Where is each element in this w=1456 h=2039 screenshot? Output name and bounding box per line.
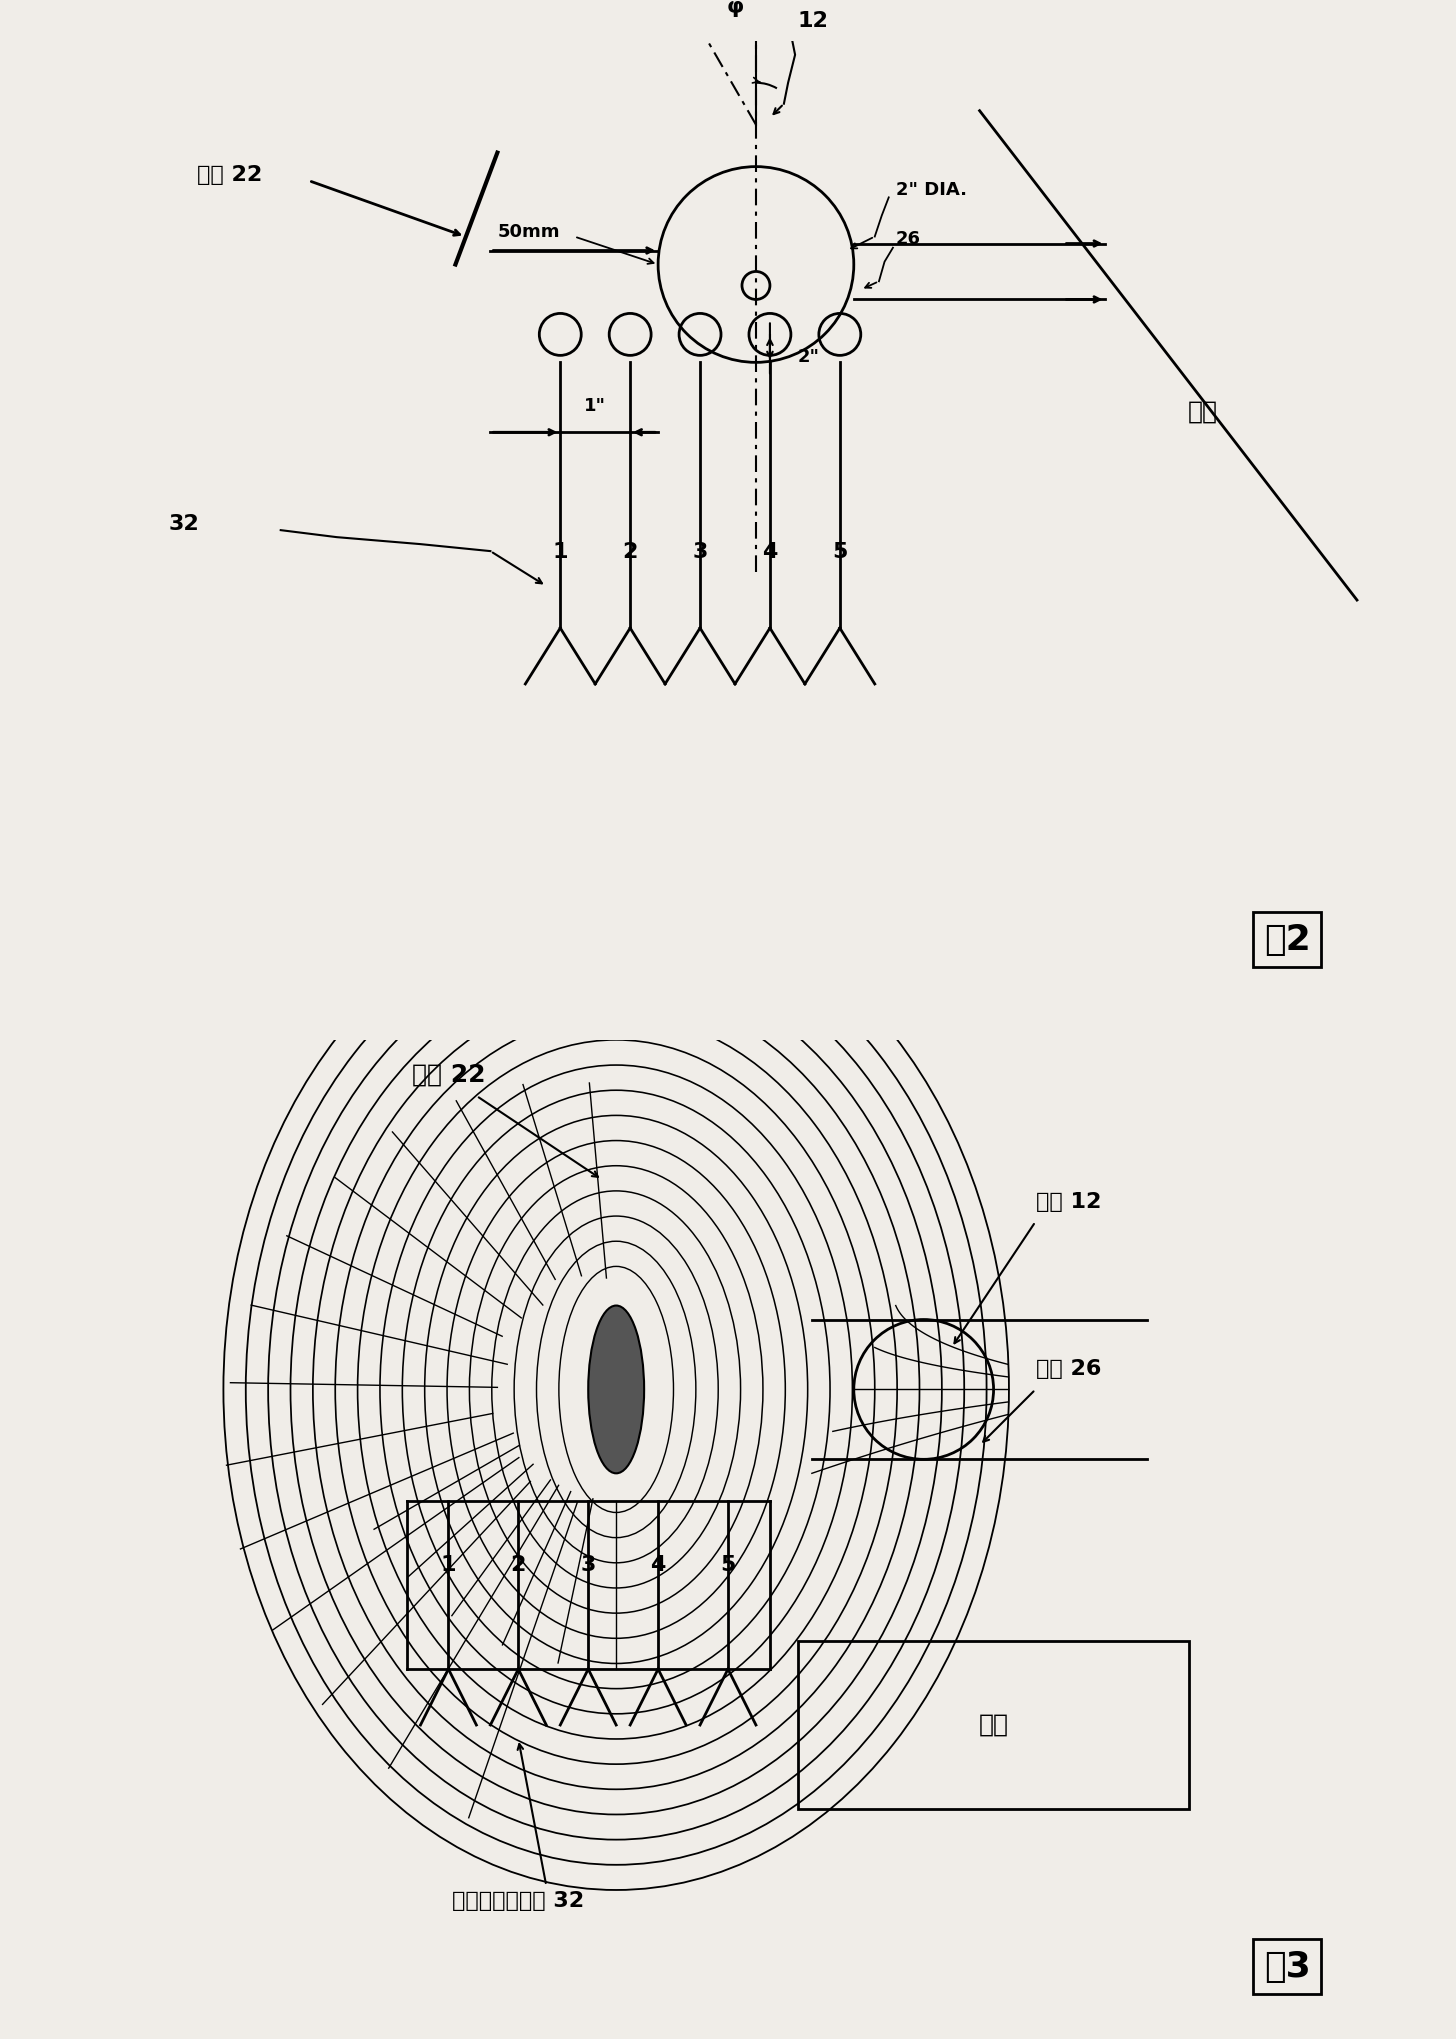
Text: 皮带 26: 皮带 26 [1035, 1360, 1101, 1380]
Text: 磁极: 磁极 [1188, 400, 1219, 424]
Text: 1": 1" [584, 398, 606, 416]
Text: 图2: 图2 [1264, 922, 1310, 956]
Text: 3: 3 [581, 1556, 596, 1576]
Text: 3: 3 [693, 542, 708, 563]
Text: 5: 5 [721, 1556, 735, 1576]
Text: 可调节的分裂机 32: 可调节的分裂机 32 [453, 1890, 584, 1911]
Text: 5: 5 [833, 542, 847, 563]
Text: 26: 26 [895, 230, 920, 247]
Ellipse shape [588, 1305, 644, 1474]
Text: 32: 32 [169, 514, 199, 534]
Text: 50mm: 50mm [498, 222, 561, 241]
Text: 电极 22: 电极 22 [412, 1062, 485, 1087]
Text: 12: 12 [798, 10, 828, 31]
Text: 2: 2 [623, 542, 638, 563]
Text: 1: 1 [441, 1556, 456, 1576]
Text: 4: 4 [763, 542, 778, 563]
Text: φ: φ [727, 0, 744, 16]
Text: 1: 1 [552, 542, 568, 563]
Text: 4: 4 [651, 1556, 665, 1576]
Text: 磁铁 12: 磁铁 12 [1035, 1191, 1101, 1211]
Text: 2" DIA.: 2" DIA. [895, 181, 967, 198]
Text: 电极 22: 电极 22 [197, 165, 262, 186]
Text: 2: 2 [511, 1556, 526, 1576]
Text: 图3: 图3 [1264, 1949, 1310, 1984]
Text: 2": 2" [798, 349, 820, 367]
Bar [798, 1641, 1190, 1809]
Text: 磁极: 磁极 [978, 1713, 1009, 1737]
